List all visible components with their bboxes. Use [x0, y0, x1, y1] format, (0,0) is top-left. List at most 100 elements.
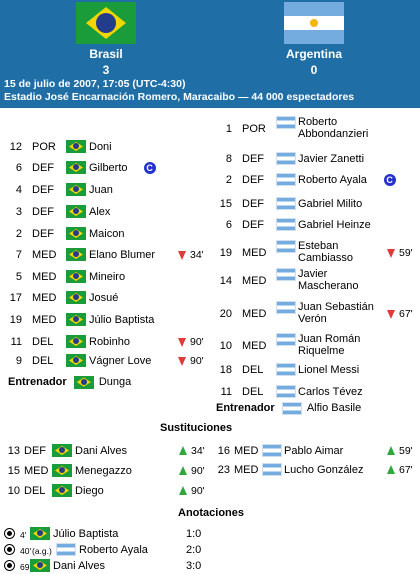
- player-name[interactable]: Juan Sebastián Verón: [298, 301, 374, 325]
- brazil-flag-icon: [73, 375, 94, 389]
- player-name[interactable]: Carlos Tévez: [298, 386, 363, 398]
- away-coach-name[interactable]: Alfio Basile: [306, 402, 362, 414]
- argentina-flag-icon: [284, 2, 344, 44]
- player-name[interactable]: Esteban Cambiasso: [298, 240, 354, 264]
- player-name[interactable]: Juan: [89, 184, 113, 196]
- brazil-flag-icon: [66, 205, 86, 218]
- argentina-flag-icon: [276, 240, 296, 253]
- player-name[interactable]: Diego: [75, 485, 104, 497]
- player-name[interactable]: Elano Blumer: [89, 249, 156, 261]
- argentina-flag-icon: [56, 543, 76, 556]
- player-name[interactable]: Júlio Baptista: [89, 314, 155, 326]
- player-name[interactable]: Roberto Ayala: [298, 174, 367, 186]
- lineup-row: 10 MED Juan Román Riquelme: [210, 333, 420, 359]
- scorer-name[interactable]: Dani Alves: [53, 560, 105, 572]
- player-name[interactable]: Lionel Messi: [298, 364, 360, 376]
- argentina-flag-icon: [276, 385, 296, 398]
- argentina-flag-icon: [262, 444, 282, 457]
- player-number: 9: [15, 355, 22, 367]
- goals-title: Anotaciones: [178, 507, 245, 519]
- goal-row: 40' (a.g.) Roberto Ayala 2:0: [0, 543, 420, 557]
- player-position: MED: [242, 275, 267, 287]
- player-position: MED: [234, 445, 259, 457]
- sub-out-icon: [387, 310, 395, 319]
- player-name[interactable]: Gabriel Milito: [298, 198, 363, 210]
- player-position: DEL: [32, 355, 54, 367]
- sub-in-icon: [387, 465, 395, 474]
- player-name[interactable]: Dani Alves: [75, 445, 127, 457]
- player-number: 4: [15, 184, 22, 196]
- sub-row: 23 MED Lucho González 67': [210, 463, 420, 477]
- player-position: MED: [242, 340, 267, 352]
- sub-out-minute: 67': [399, 308, 413, 320]
- player-name[interactable]: Menegazzo: [75, 465, 132, 477]
- argentina-flag-icon: [276, 363, 296, 376]
- home-team: Brasil 3: [36, 2, 176, 77]
- brazil-flag-icon: [52, 444, 72, 457]
- player-name[interactable]: Gilberto: [89, 162, 128, 174]
- lineup-row: 12 POR Doni: [0, 140, 210, 154]
- player-name[interactable]: Mineiro: [89, 271, 126, 283]
- sub-in-minute: 90': [191, 465, 205, 477]
- goal-minute: 4': [20, 530, 27, 540]
- scorer-name[interactable]: Júlio Baptista: [53, 528, 119, 540]
- sub-in-minute: 90': [191, 485, 205, 497]
- sub-out-minute: 34': [190, 249, 204, 261]
- player-number: 10: [7, 485, 20, 497]
- match-venue: Estadio José Encarnación Romero, Maracai…: [4, 91, 355, 103]
- match-meta: 15 de julio de 2007, 17:05 (UTC-4:30) Es…: [4, 78, 354, 104]
- lineup-row: 5 MED Mineiro: [0, 270, 210, 284]
- player-name[interactable]: Vágner Love: [89, 355, 152, 367]
- brazil-flag-icon: [52, 464, 72, 477]
- player-position: DEF: [242, 153, 264, 165]
- player-position: DEF: [32, 206, 54, 218]
- player-number: 20: [219, 308, 232, 320]
- lineup-row: 9 DEL Vágner Love 90': [0, 354, 210, 368]
- scorer-name[interactable]: Roberto Ayala: [79, 544, 148, 556]
- brazil-flag-icon: [66, 161, 86, 174]
- sub-in-minute: 59': [399, 445, 413, 457]
- player-position: DEF: [242, 198, 264, 210]
- home-coach-name[interactable]: Dunga: [98, 376, 132, 388]
- lineup-row: 11 DEL Carlos Tévez: [210, 385, 420, 399]
- lineup-row: 15 DEF Gabriel Milito: [210, 197, 420, 211]
- sub-in-icon: [387, 446, 395, 455]
- away-team: Argentina 0: [244, 2, 384, 77]
- player-name[interactable]: Javier Zanetti: [298, 153, 365, 165]
- player-name[interactable]: Gabriel Heinze: [298, 219, 371, 231]
- home-score: 3: [102, 63, 110, 77]
- away-team-name[interactable]: Argentina: [285, 47, 342, 61]
- player-number: 2: [15, 228, 22, 240]
- player-name[interactable]: Juan Román Riquelme: [298, 333, 361, 357]
- lineup-row: 20 MED Juan Sebastián Verón 67': [210, 301, 420, 327]
- player-position: DEL: [32, 336, 54, 348]
- player-name[interactable]: Josué: [89, 292, 119, 304]
- player-position: DEL: [242, 364, 264, 376]
- player-name[interactable]: Alex: [89, 206, 111, 218]
- sub-row: 10 DEL Diego 90': [0, 484, 210, 498]
- player-name[interactable]: Maicon: [89, 228, 125, 240]
- player-name[interactable]: Pablo Aimar: [284, 445, 344, 457]
- sub-in-icon: [179, 466, 187, 475]
- home-team-name[interactable]: Brasil: [89, 47, 123, 61]
- sub-out-icon: [387, 249, 395, 258]
- player-name[interactable]: Javier Mascherano: [298, 268, 359, 292]
- brazil-flag-icon: [66, 140, 86, 153]
- home-coach-label: Entrenador: [8, 376, 67, 388]
- player-name[interactable]: Doni: [89, 141, 112, 153]
- player-number: 11: [10, 336, 22, 348]
- player-number: 6: [15, 162, 22, 174]
- player-name[interactable]: Lucho González: [284, 464, 364, 476]
- argentina-flag-icon: [276, 116, 296, 129]
- lineup-row: 17 MED Josué: [0, 291, 210, 305]
- player-name[interactable]: Robinho: [89, 336, 130, 348]
- player-position: MED: [32, 271, 57, 283]
- lineup-row: 3 DEF Alex: [0, 205, 210, 219]
- lineup-row: 6 DEF Gilberto C: [0, 161, 210, 175]
- player-name[interactable]: Roberto Abbondanzieri: [298, 116, 369, 140]
- goal-ball-icon: [4, 544, 15, 555]
- sub-out-minute: 59': [399, 247, 413, 259]
- player-number: 8: [225, 153, 232, 165]
- brazil-flag-icon: [66, 227, 86, 240]
- sub-out-minute: 90': [190, 336, 204, 348]
